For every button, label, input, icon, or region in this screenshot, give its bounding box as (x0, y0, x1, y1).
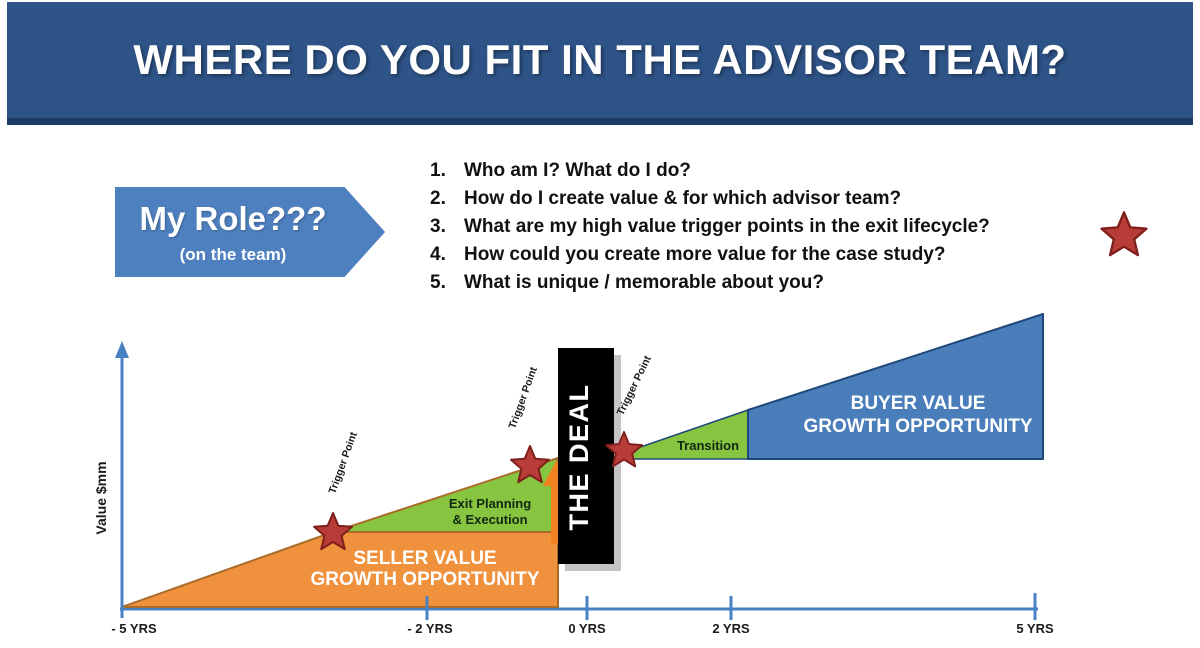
trigger-point-label-2: Trigger Point (506, 365, 540, 430)
role-banner-title: My Role??? (139, 199, 327, 237)
question-item-1: 1. Who am I? What do I do? (430, 157, 990, 185)
seller-value-region (121, 531, 559, 608)
question-number: 2. (430, 188, 446, 209)
question-item-4: 4. How could you create more value for t… (430, 241, 990, 269)
x-tick-label-2: 2 YRS (712, 621, 750, 636)
question-text: Who am I? What do I do? (464, 160, 691, 181)
trigger-point-label-3: Trigger Point (615, 354, 654, 418)
slide-title: WHERE DO YOU FIT IN THE ADVISOR TEAM? (133, 36, 1067, 83)
transition-label: Transition (677, 438, 739, 453)
y-axis-arrowhead-icon (115, 341, 129, 358)
question-3-star-icon (1100, 211, 1148, 257)
trigger-point-label-1: Trigger Point (326, 430, 360, 495)
question-number: 1. (430, 160, 446, 181)
question-list: 1. Who am I? What do I do? 2. How do I c… (430, 157, 990, 297)
role-banner-arrow: My Role??? (on the team) (115, 187, 385, 277)
role-banner-subtitle: (on the team) (179, 244, 287, 264)
trigger-star-1 (313, 512, 353, 551)
question-item-5: 5. What is unique / memorable about you? (430, 269, 990, 297)
question-text: What is unique / memorable about you? (464, 272, 824, 293)
buyer-label-line2: GROWTH OPPORTUNITY (803, 416, 1032, 437)
question-item-3: 3. What are my high value trigger points… (430, 213, 990, 241)
buyer-value-region (747, 313, 1044, 460)
deal-bar (558, 348, 614, 564)
y-axis-label: Value $mm (93, 461, 109, 534)
trigger-star-2 (510, 445, 550, 484)
exit-planning-region (332, 457, 559, 533)
question-number: 3. (430, 216, 446, 237)
x-tick-label-minus2: - 2 YRS (407, 621, 453, 636)
question-text: What are my high value trigger points in… (464, 216, 990, 237)
buyer-label-line1: BUYER VALUE (851, 393, 986, 414)
x-tick-label-5: 5 YRS (1016, 621, 1054, 636)
question-number: 5. (430, 272, 446, 293)
question-item-2: 2. How do I create value & for which adv… (430, 185, 990, 213)
x-tick-label-minus5: - 5 YRS (111, 621, 157, 636)
seller-label-line2: GROWTH OPPORTUNITY (310, 569, 539, 590)
question-text: How could you create more value for the … (464, 244, 946, 265)
exit-planning-label-line2: & Execution (452, 512, 527, 527)
trigger-star-3 (605, 431, 643, 468)
question-text: How do I create value & for which adviso… (464, 188, 902, 209)
seller-label-line1: SELLER VALUE (353, 548, 496, 569)
transition-region (625, 409, 749, 460)
exit-planning-label-line1: Exit Planning (449, 496, 531, 511)
value-up-arrow-icon (543, 460, 570, 544)
deal-label: THE DEAL (564, 384, 594, 531)
x-tick-label-0: 0 YRS (568, 621, 606, 636)
slide-header: WHERE DO YOU FIT IN THE ADVISOR TEAM? (7, 2, 1193, 125)
question-number: 4. (430, 244, 446, 265)
deal-bar-shadow (565, 355, 621, 571)
